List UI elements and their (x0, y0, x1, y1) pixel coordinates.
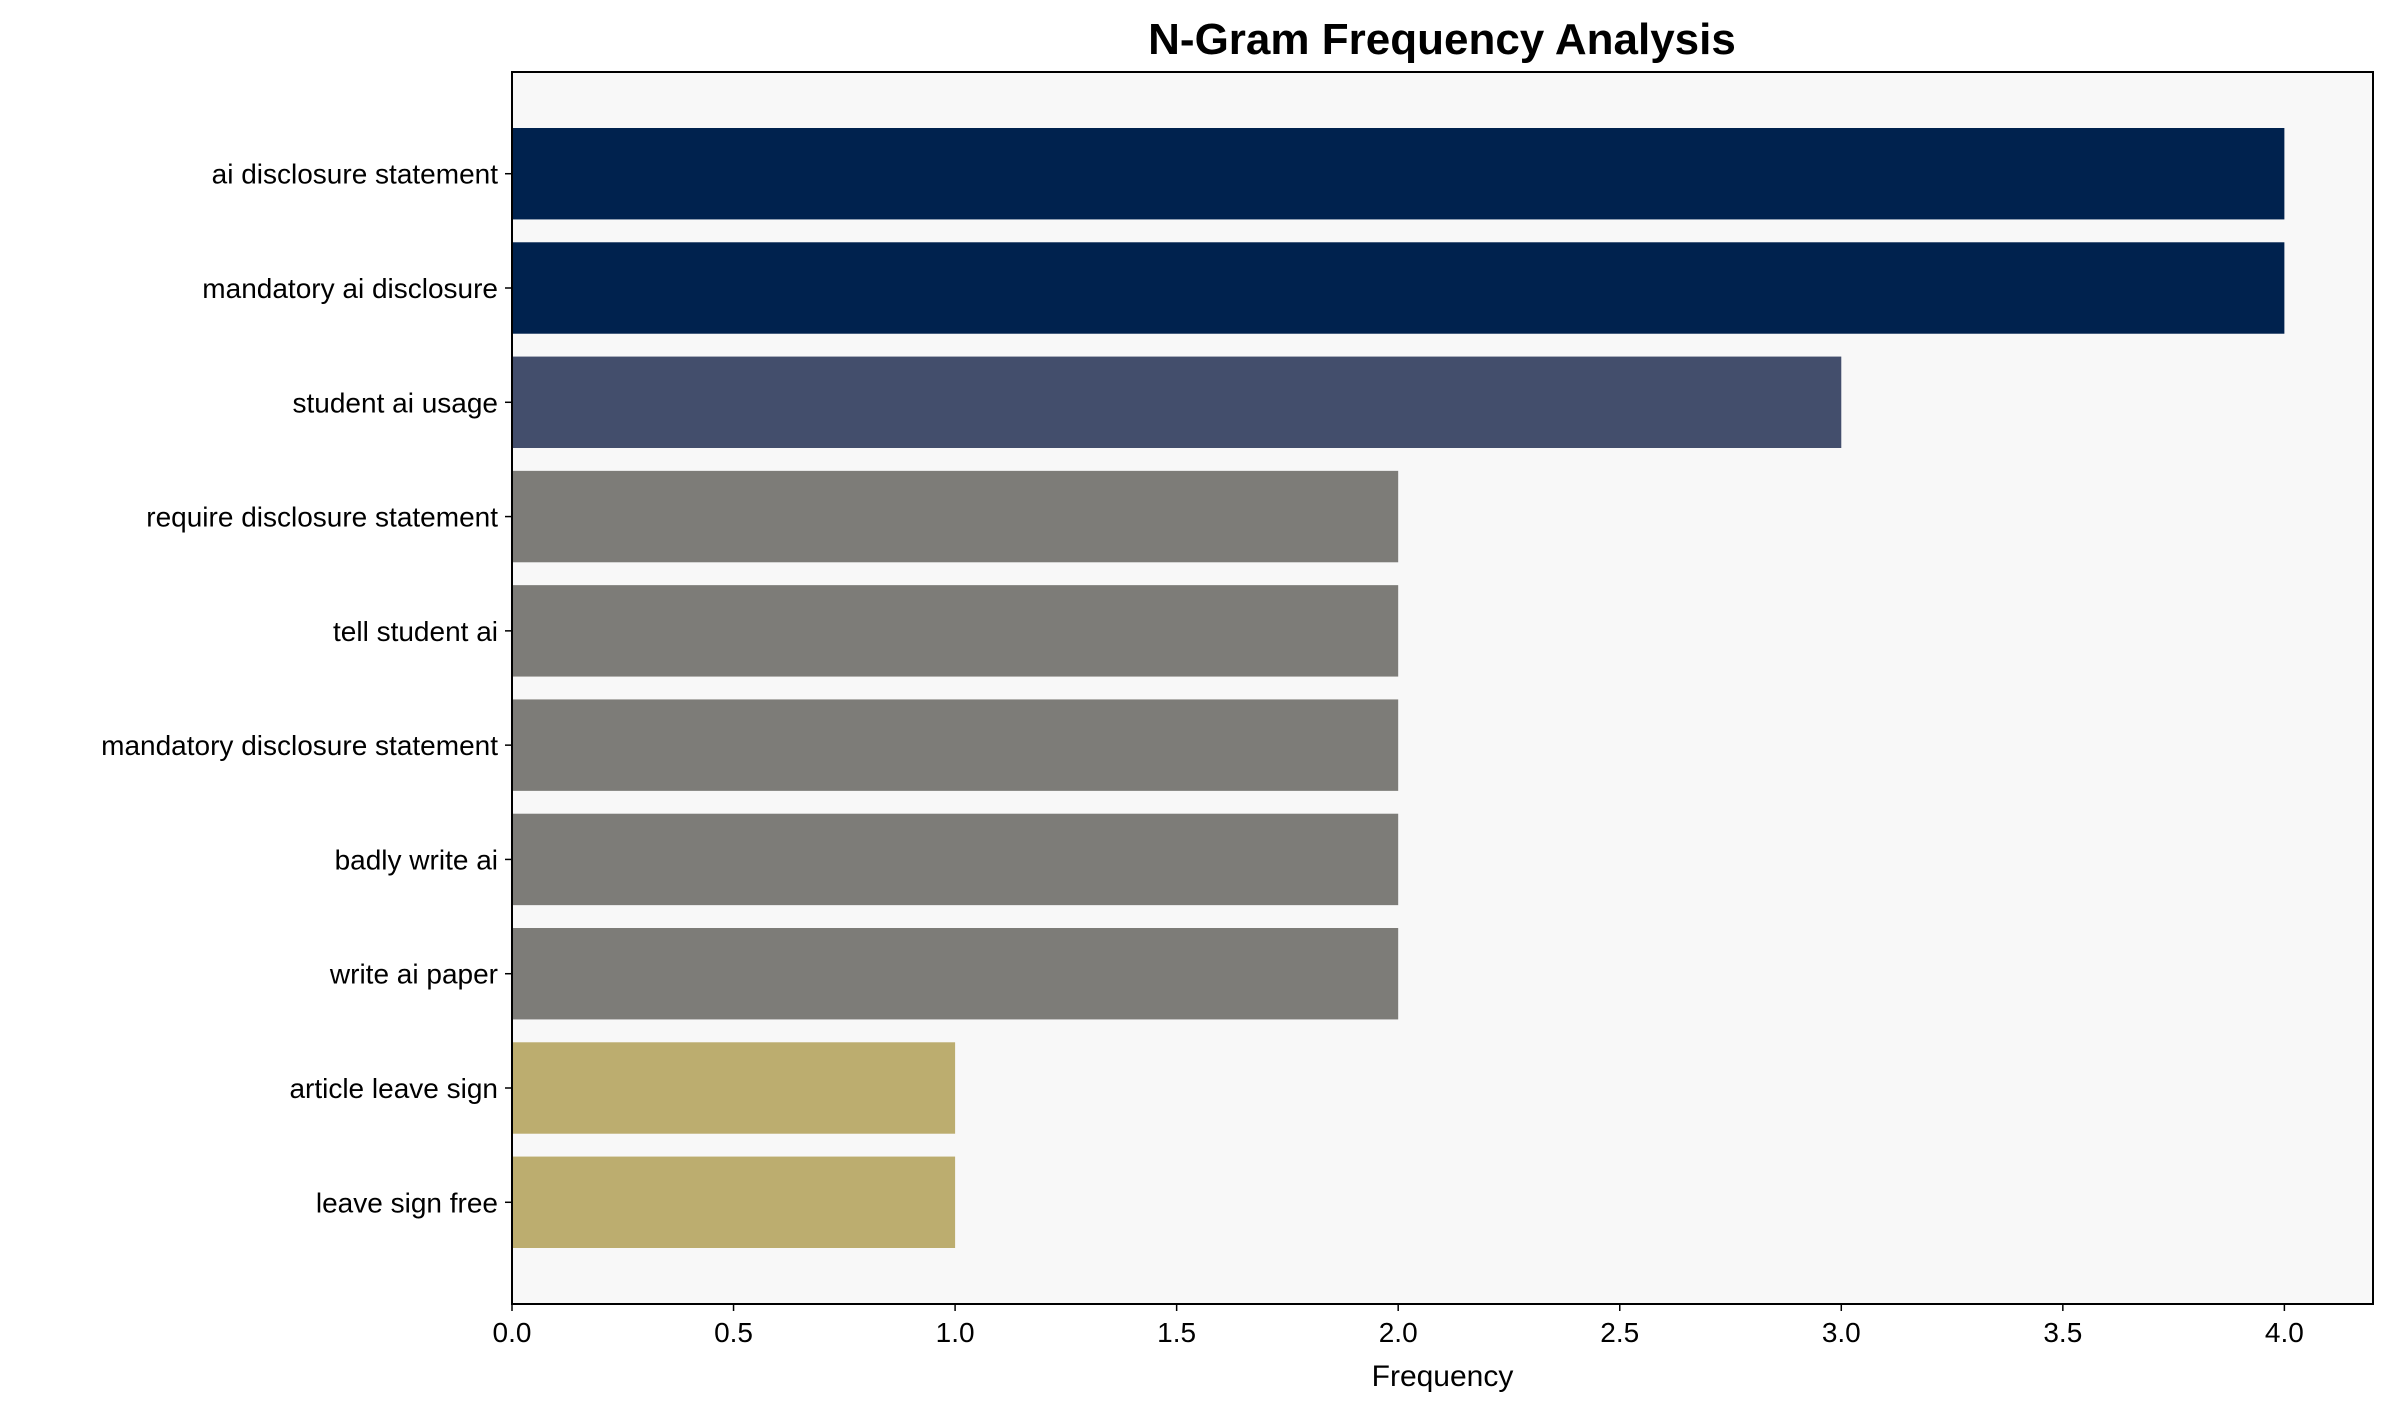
chart-title: N-Gram Frequency Analysis (1148, 15, 1736, 64)
x-tick-label: 0.0 (493, 1317, 532, 1348)
bar (512, 928, 1399, 1020)
y-tick-label: leave sign free (316, 1187, 498, 1218)
bar (512, 699, 1399, 791)
x-tick-label: 1.5 (1157, 1317, 1196, 1348)
x-tick-label: 0.5 (714, 1317, 753, 1348)
y-tick-label: require disclosure statement (146, 502, 498, 533)
bar (512, 1156, 956, 1248)
y-tick-label: mandatory ai disclosure (202, 273, 498, 304)
y-tick-label: article leave sign (289, 1073, 498, 1104)
x-axis-label: Frequency (1372, 1360, 1514, 1393)
y-tick-label: ai disclosure statement (212, 159, 499, 190)
x-tick-label: 2.0 (1379, 1317, 1418, 1348)
x-tick-label: 3.0 (1822, 1317, 1861, 1348)
y-tick-label: write ai paper (329, 959, 498, 990)
bar (512, 813, 1399, 906)
bar (512, 242, 2285, 334)
y-tick-label: badly write ai (335, 844, 498, 875)
bar (512, 470, 1399, 563)
plot-frame (511, 71, 2374, 1305)
y-tick-label: tell student ai (333, 616, 498, 647)
x-tick-label: 4.0 (2265, 1317, 2304, 1348)
bar (512, 585, 1399, 677)
x-tick-label: 3.5 (2043, 1317, 2082, 1348)
y-tick-label: student ai usage (293, 387, 499, 418)
y-tick-label: mandatory disclosure statement (101, 730, 498, 761)
bar (512, 356, 1842, 448)
x-tick-label: 1.0 (936, 1317, 975, 1348)
x-tick-label: 2.5 (1600, 1317, 1639, 1348)
bar (512, 128, 2285, 220)
bar (512, 1042, 956, 1134)
